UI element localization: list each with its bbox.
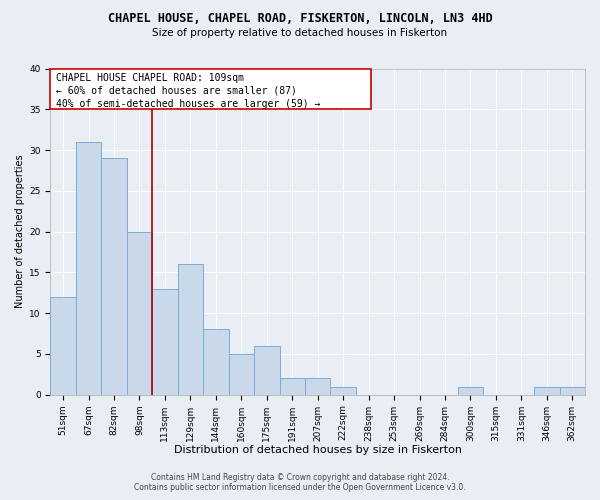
Text: 40% of semi-detached houses are larger (59) →: 40% of semi-detached houses are larger (…	[56, 98, 320, 108]
Bar	[229, 354, 254, 395]
Text: Size of property relative to detached houses in Fiskerton: Size of property relative to detached ho…	[152, 28, 448, 38]
Bar	[534, 386, 560, 394]
Bar	[127, 232, 152, 394]
Bar	[178, 264, 203, 394]
Bar	[101, 158, 127, 394]
Bar	[50, 297, 76, 394]
X-axis label: Distribution of detached houses by size in Fiskerton: Distribution of detached houses by size …	[173, 445, 461, 455]
Text: Contains HM Land Registry data © Crown copyright and database right 2024.
Contai: Contains HM Land Registry data © Crown c…	[134, 473, 466, 492]
Bar	[254, 346, 280, 395]
Text: ← 60% of detached houses are smaller (87): ← 60% of detached houses are smaller (87…	[56, 86, 296, 96]
FancyBboxPatch shape	[50, 68, 371, 110]
Bar	[203, 330, 229, 394]
Text: CHAPEL HOUSE CHAPEL ROAD: 109sqm: CHAPEL HOUSE CHAPEL ROAD: 109sqm	[56, 72, 244, 83]
Y-axis label: Number of detached properties: Number of detached properties	[15, 155, 25, 308]
Bar	[76, 142, 101, 395]
Bar	[458, 386, 483, 394]
Text: CHAPEL HOUSE, CHAPEL ROAD, FISKERTON, LINCOLN, LN3 4HD: CHAPEL HOUSE, CHAPEL ROAD, FISKERTON, LI…	[107, 12, 493, 26]
Bar	[280, 378, 305, 394]
Bar	[305, 378, 331, 394]
Bar	[560, 386, 585, 394]
Bar	[331, 386, 356, 394]
Bar	[152, 288, 178, 395]
